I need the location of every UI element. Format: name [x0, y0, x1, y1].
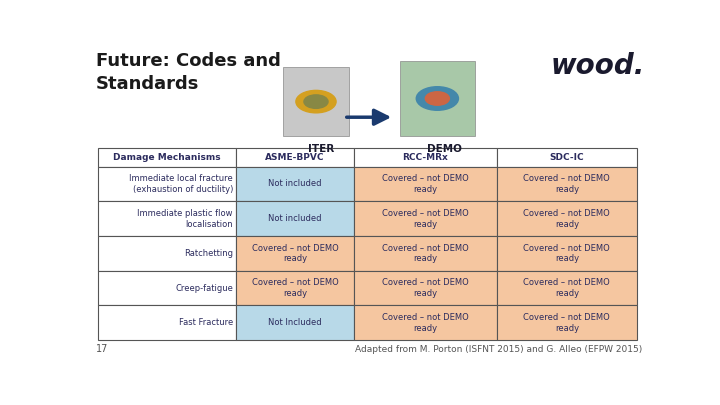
Text: Covered – not DEMO
ready: Covered – not DEMO ready: [382, 278, 469, 298]
Text: RCC-MRx: RCC-MRx: [402, 153, 449, 162]
Text: Not Included: Not Included: [268, 318, 322, 327]
Text: Covered – not DEMO
ready: Covered – not DEMO ready: [523, 174, 611, 194]
FancyBboxPatch shape: [497, 305, 637, 340]
Text: ASME-BPVC: ASME-BPVC: [265, 153, 325, 162]
Text: Adapted from M. Porton (ISFNT 2015) and G. Alleo (EFPW 2015): Adapted from M. Porton (ISFNT 2015) and …: [355, 345, 642, 354]
FancyBboxPatch shape: [497, 201, 637, 236]
FancyBboxPatch shape: [354, 305, 497, 340]
FancyBboxPatch shape: [99, 166, 235, 201]
Text: 17: 17: [96, 344, 108, 354]
Circle shape: [296, 90, 336, 113]
FancyBboxPatch shape: [235, 148, 354, 166]
Text: Covered – not DEMO
ready: Covered – not DEMO ready: [523, 313, 611, 333]
Text: Covered – not DEMO
ready: Covered – not DEMO ready: [251, 278, 338, 298]
FancyBboxPatch shape: [235, 166, 354, 201]
FancyBboxPatch shape: [99, 305, 235, 340]
Text: Ratchetting: Ratchetting: [184, 249, 233, 258]
Text: SDC-IC: SDC-IC: [549, 153, 584, 162]
Text: Covered – not DEMO
ready: Covered – not DEMO ready: [251, 243, 338, 263]
FancyBboxPatch shape: [354, 166, 497, 201]
Text: Covered – not DEMO
ready: Covered – not DEMO ready: [382, 209, 469, 228]
Text: DEMO: DEMO: [427, 144, 462, 154]
Text: Covered – not DEMO
ready: Covered – not DEMO ready: [523, 209, 611, 228]
Text: Immediate local fracture
(exhaustion of ductility): Immediate local fracture (exhaustion of …: [129, 174, 233, 194]
FancyBboxPatch shape: [99, 236, 235, 271]
FancyBboxPatch shape: [354, 148, 497, 166]
Text: Damage Mechanisms: Damage Mechanisms: [113, 153, 221, 162]
FancyBboxPatch shape: [497, 271, 637, 305]
FancyBboxPatch shape: [497, 236, 637, 271]
FancyBboxPatch shape: [99, 271, 235, 305]
Text: Fast Fracture: Fast Fracture: [179, 318, 233, 327]
FancyBboxPatch shape: [400, 61, 475, 136]
Text: Not included: Not included: [268, 214, 322, 223]
Text: ITER: ITER: [308, 144, 335, 154]
Text: Creep-fatigue: Creep-fatigue: [175, 284, 233, 292]
Circle shape: [416, 87, 459, 110]
Text: Covered – not DEMO
ready: Covered – not DEMO ready: [523, 243, 611, 263]
Circle shape: [304, 95, 328, 109]
Text: Immediate plastic flow
localisation: Immediate plastic flow localisation: [138, 209, 233, 228]
FancyBboxPatch shape: [99, 148, 235, 166]
Text: Covered – not DEMO
ready: Covered – not DEMO ready: [382, 243, 469, 263]
FancyBboxPatch shape: [354, 236, 497, 271]
FancyBboxPatch shape: [282, 67, 349, 136]
FancyBboxPatch shape: [497, 148, 637, 166]
Text: Covered – not DEMO
ready: Covered – not DEMO ready: [382, 174, 469, 194]
FancyBboxPatch shape: [99, 201, 235, 236]
FancyBboxPatch shape: [235, 236, 354, 271]
Text: Covered – not DEMO
ready: Covered – not DEMO ready: [523, 278, 611, 298]
Text: wood.: wood.: [551, 52, 645, 80]
Text: Not included: Not included: [268, 179, 322, 188]
FancyBboxPatch shape: [354, 201, 497, 236]
Text: Future: Codes and
Standards: Future: Codes and Standards: [96, 52, 281, 93]
FancyBboxPatch shape: [354, 271, 497, 305]
FancyBboxPatch shape: [235, 271, 354, 305]
Circle shape: [426, 92, 449, 105]
Text: Covered – not DEMO
ready: Covered – not DEMO ready: [382, 313, 469, 333]
FancyBboxPatch shape: [235, 305, 354, 340]
FancyBboxPatch shape: [235, 201, 354, 236]
FancyBboxPatch shape: [497, 166, 637, 201]
